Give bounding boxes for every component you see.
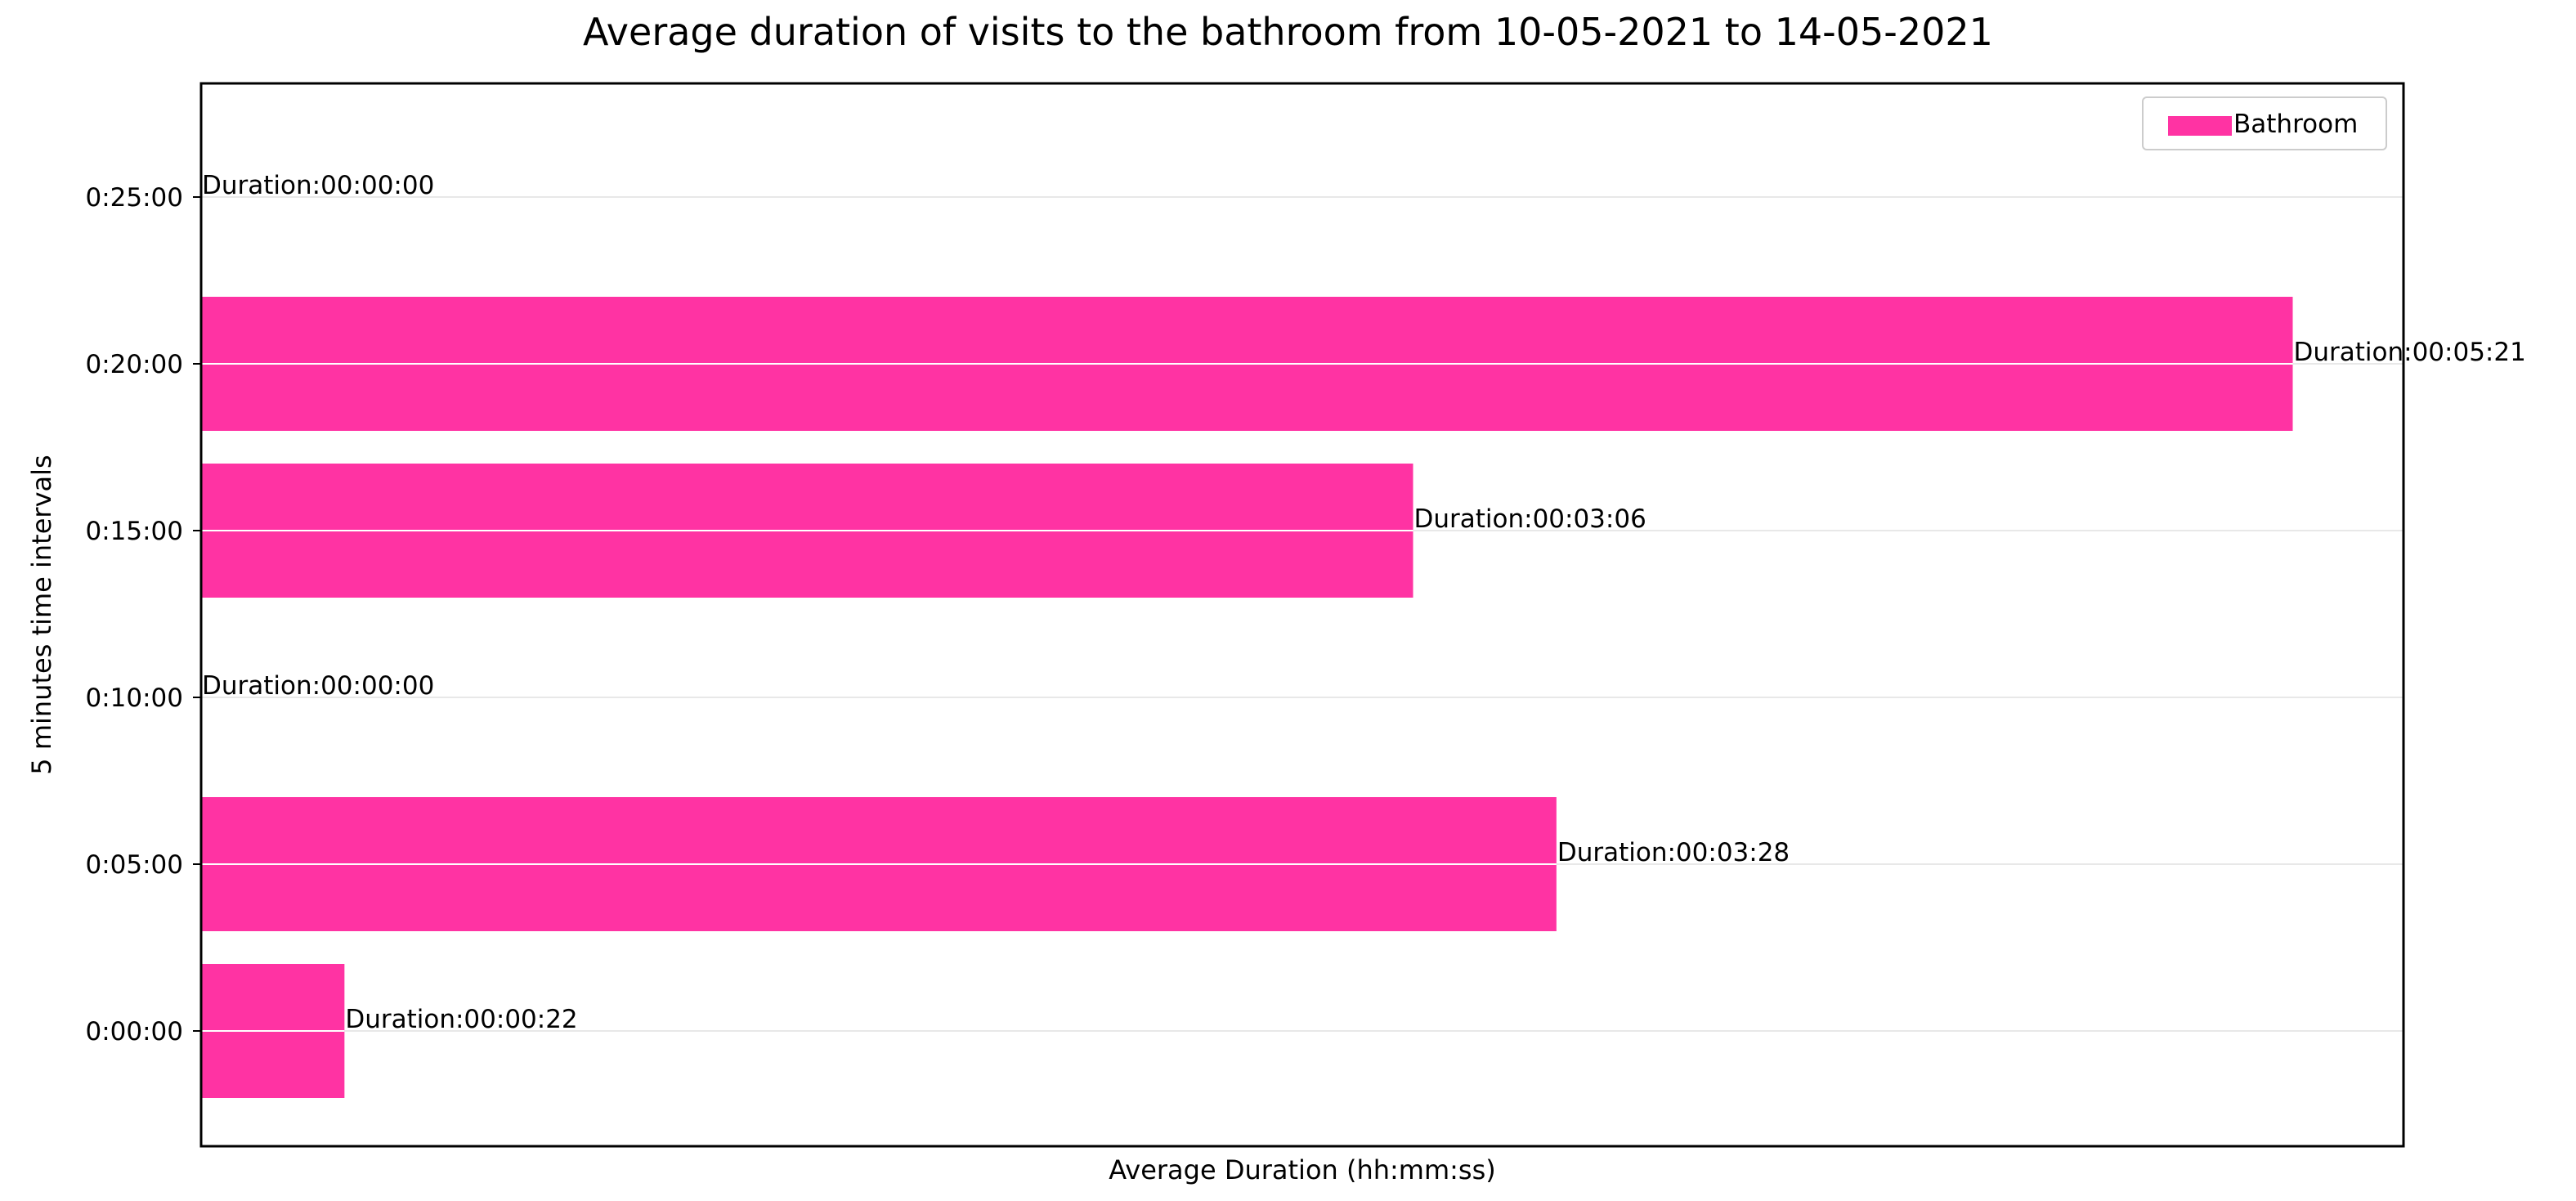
legend-swatch-bathroom	[2168, 116, 2232, 136]
y-tick-label: 0:15:00	[85, 517, 183, 546]
data-label: Duration:00:00:22	[345, 1005, 577, 1034]
data-label: Duration:00:05:21	[2294, 338, 2526, 367]
legend: Bathroom	[2142, 96, 2387, 150]
data-label: Duration:00:03:28	[1557, 838, 1790, 867]
plot-frame	[199, 82, 2405, 1148]
y-axis-ticks: 0:00:00 0:05:00 0:10:00 0:15:00 0:20:00 0:25:…	[85, 183, 201, 1046]
data-label: Duration:00:03:06	[1413, 504, 1646, 534]
y-tick-label: 0:05:00	[85, 850, 183, 880]
data-labels: Duration:00:00:22 Duration:00:03:28 Durati…	[202, 171, 2526, 1034]
legend-label-bathroom: Bathroom	[2233, 110, 2359, 139]
y-axis-label: 5 minutes time intervals	[26, 455, 57, 774]
y-tick-label: 0:20:00	[85, 350, 183, 379]
grid-overlay-lines	[201, 363, 2293, 1032]
y-tick-label: 0:00:00	[85, 1017, 183, 1046]
chart-title: Average duration of visits to the bathro…	[583, 10, 1993, 54]
x-axis-label: Average Duration (hh:mm:ss)	[1109, 1154, 1496, 1185]
data-label: Duration:00:00:00	[202, 171, 434, 200]
y-tick-label: 0:10:00	[85, 683, 183, 713]
y-tick-label: 0:25:00	[85, 183, 183, 213]
data-label: Duration:00:00:00	[202, 671, 434, 701]
